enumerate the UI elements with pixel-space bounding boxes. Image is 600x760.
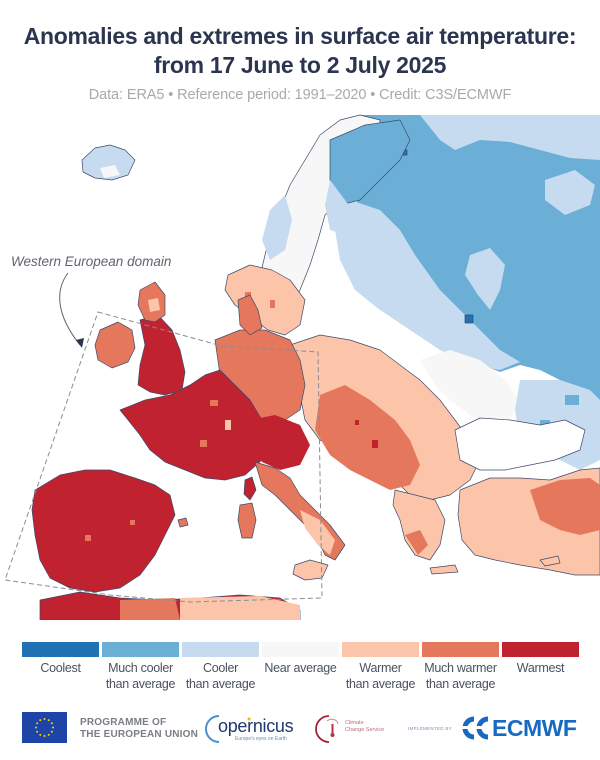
legend-label: Much warmer than average xyxy=(424,661,497,691)
title-line-1: Anomalies and extremes in surface air te… xyxy=(23,23,577,49)
legend-swatch-coolest xyxy=(22,642,99,657)
ecmwf-symbol-icon xyxy=(462,716,490,740)
region-corsica xyxy=(243,476,257,501)
legend-label: Coolest xyxy=(40,661,81,675)
legend-item-cooler: Cooler than average xyxy=(182,642,259,692)
copernicus-c-icon xyxy=(205,715,251,743)
region-denmark xyxy=(237,294,263,336)
legend-label: Near average xyxy=(264,661,337,675)
legend-item-near-average: Near average xyxy=(262,642,339,676)
annotation-arrow xyxy=(59,272,81,346)
western-european-domain-label: Western European domain xyxy=(11,254,172,269)
region-england xyxy=(137,314,186,396)
legend-item-much-cooler: Much cooler than average xyxy=(102,642,179,692)
region-iberia xyxy=(31,469,176,593)
region-south-sweden-norway xyxy=(224,264,306,336)
title-line-2: from 17 June to 2 July 2025 xyxy=(153,52,447,78)
legend-swatch-near-average xyxy=(262,642,339,657)
legend-item-warmest: Warmest xyxy=(502,642,579,676)
legend: Coolest Much cooler than average Cooler … xyxy=(22,642,579,692)
legend-swatch-cooler xyxy=(182,642,259,657)
region-sardinia xyxy=(237,502,257,539)
ecmwf-logo: ECMWF xyxy=(460,714,582,742)
region-sicily xyxy=(292,559,329,581)
region-greece xyxy=(392,489,446,561)
copernicus-logo: opernicus Europe's eyes on Earth xyxy=(205,712,300,746)
legend-swatch-much-warmer xyxy=(422,642,499,657)
c3s-thermometer-icon xyxy=(315,715,339,743)
region-iceland xyxy=(81,144,136,181)
c3s-logo: Climate Change Service xyxy=(315,712,395,746)
legend-label: Warmest xyxy=(516,661,565,675)
legend-item-warmer: Warmer than average xyxy=(342,642,419,692)
footer-logos: PROGRAMME OF THE EUROPEAN UNION opernicu… xyxy=(0,708,600,748)
europe-temperature-map: Western European domain xyxy=(0,110,600,621)
legend-swatch-warmest xyxy=(502,642,579,657)
eu-flag-icon xyxy=(22,712,67,743)
legend-label: Much cooler than average xyxy=(105,661,176,691)
region-ireland xyxy=(94,321,136,369)
black-sea xyxy=(454,417,586,471)
legend-label: Warmer than average xyxy=(345,661,416,691)
legend-swatch-much-cooler xyxy=(102,642,179,657)
subtitle: Data: ERA5 • Reference period: 1991–2020… xyxy=(88,87,512,103)
western-european-domain-box xyxy=(4,311,323,603)
chart-title: Anomalies and extremes in surface air te… xyxy=(0,22,600,80)
legend-item-much-warmer: Much warmer than average xyxy=(422,642,499,692)
implemented-by-text: IMPLEMENTED BY xyxy=(408,726,452,731)
eu-programme-text: PROGRAMME OF THE EUROPEAN UNION xyxy=(80,717,199,740)
legend-label: Cooler than average xyxy=(185,661,256,691)
legend-swatch-warmer xyxy=(342,642,419,657)
legend-item-coolest: Coolest xyxy=(22,642,99,676)
region-baltics-belarus xyxy=(335,200,520,370)
